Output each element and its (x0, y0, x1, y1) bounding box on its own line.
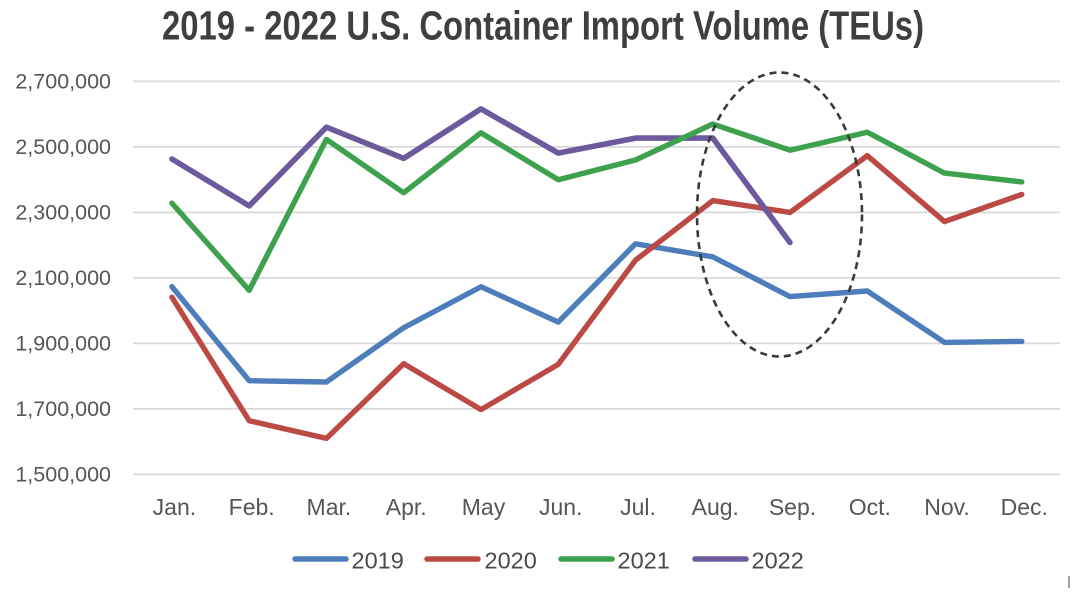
svg-text:1,500,000: 1,500,000 (15, 463, 111, 487)
svg-text:1,700,000: 1,700,000 (15, 397, 111, 421)
svg-text:1,900,000: 1,900,000 (15, 332, 111, 356)
svg-text:May: May (462, 494, 506, 520)
svg-text:Sep.: Sep. (769, 494, 816, 520)
svg-text:2,700,000: 2,700,000 (15, 70, 111, 94)
svg-text:Mar.: Mar. (307, 494, 352, 520)
svg-text:2019 - 2022 U.S. Container Imp: 2019 - 2022 U.S. Container Import Volume… (162, 3, 924, 49)
svg-text:Apr.: Apr. (386, 494, 427, 520)
svg-text:2021: 2021 (618, 548, 670, 574)
svg-text:2019: 2019 (352, 548, 404, 574)
svg-text:2,100,000: 2,100,000 (15, 266, 111, 290)
svg-text:Jun.: Jun. (539, 494, 582, 520)
svg-text:2020: 2020 (485, 548, 537, 574)
svg-text:Aug.: Aug. (692, 494, 739, 520)
svg-text:Oct.: Oct. (849, 494, 891, 520)
svg-text:Jul.: Jul. (620, 494, 656, 520)
svg-text:Feb.: Feb. (229, 494, 275, 520)
svg-text:2,300,000: 2,300,000 (15, 201, 111, 225)
svg-text:Jan.: Jan. (153, 494, 196, 520)
svg-text:2022: 2022 (752, 548, 804, 574)
svg-text:Dec.: Dec. (1001, 494, 1048, 520)
svg-text:Nov.: Nov. (924, 494, 970, 520)
svg-text:2,500,000: 2,500,000 (15, 135, 111, 159)
